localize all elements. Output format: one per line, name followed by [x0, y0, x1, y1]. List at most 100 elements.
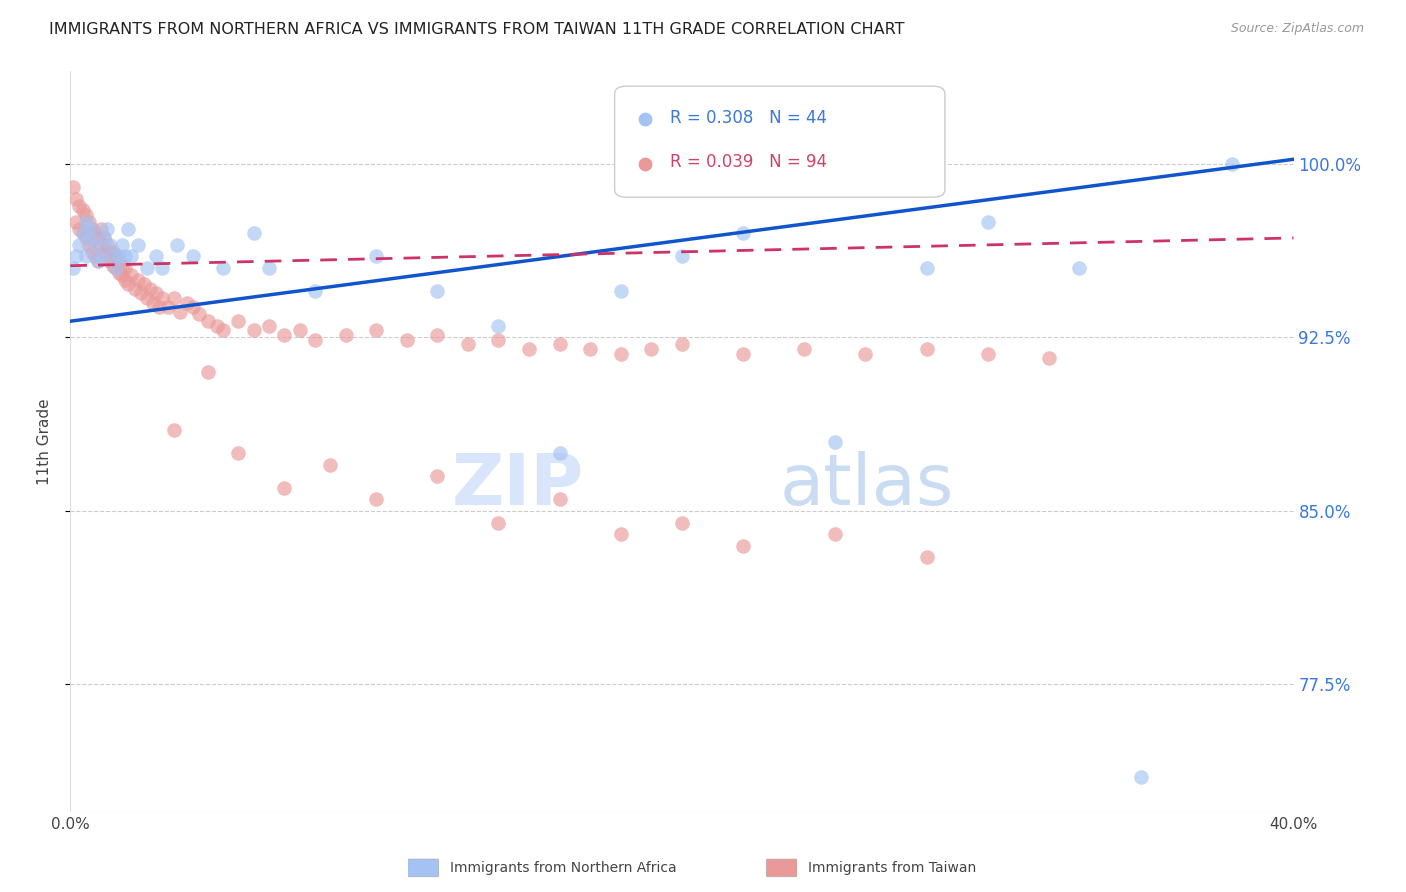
Point	[915, 550, 938, 565]
Point	[426, 284, 449, 298]
Point	[915, 342, 938, 356]
Point	[1222, 157, 1244, 171]
Point	[212, 323, 235, 337]
Point	[228, 314, 250, 328]
Point	[977, 346, 1000, 360]
Point	[75, 208, 97, 222]
Point	[205, 318, 228, 333]
Point	[1069, 260, 1091, 275]
Point	[548, 492, 571, 507]
Point	[187, 307, 209, 321]
Point	[166, 238, 188, 252]
Point	[395, 333, 418, 347]
Point	[90, 238, 112, 252]
Point	[98, 238, 121, 252]
Point	[150, 291, 173, 305]
Point	[426, 469, 449, 483]
Point	[105, 260, 128, 275]
Point	[488, 516, 510, 530]
Point	[132, 277, 155, 292]
Point	[145, 250, 167, 264]
Point	[101, 250, 124, 264]
Point	[111, 268, 134, 282]
Point	[548, 337, 571, 351]
Point	[87, 231, 110, 245]
Point	[139, 282, 162, 296]
Point	[96, 238, 118, 252]
Point	[366, 250, 388, 264]
Point	[157, 301, 180, 315]
Point	[824, 527, 846, 541]
Point	[105, 260, 128, 275]
Point	[457, 337, 479, 351]
Point	[127, 272, 149, 286]
Point	[517, 342, 540, 356]
Point	[142, 295, 165, 310]
Point	[72, 227, 94, 241]
Point	[488, 318, 510, 333]
Point	[335, 328, 357, 343]
Text: R = 0.039   N = 94: R = 0.039 N = 94	[669, 153, 827, 171]
Point	[610, 346, 633, 360]
Point	[93, 231, 115, 245]
Point	[90, 250, 112, 264]
Point	[127, 238, 149, 252]
Point	[212, 260, 235, 275]
Point	[304, 284, 326, 298]
Point	[96, 250, 118, 264]
Point	[163, 291, 186, 305]
Point	[610, 284, 633, 298]
Point	[977, 215, 1000, 229]
Point	[121, 250, 143, 264]
Point	[117, 277, 139, 292]
Point	[98, 244, 121, 259]
Point	[72, 203, 94, 218]
Point	[671, 516, 693, 530]
Point	[114, 272, 136, 286]
Point	[72, 227, 94, 241]
Point	[77, 238, 100, 252]
Text: Source: ZipAtlas.com: Source: ZipAtlas.com	[1230, 22, 1364, 36]
Point	[80, 221, 103, 235]
Point	[121, 268, 143, 282]
Point	[243, 323, 266, 337]
Point	[793, 342, 815, 356]
Point	[117, 221, 139, 235]
Point	[83, 227, 105, 241]
Point	[145, 286, 167, 301]
Y-axis label: 11th Grade: 11th Grade	[37, 398, 52, 485]
Point	[96, 221, 118, 235]
Point	[150, 260, 173, 275]
Point	[181, 301, 204, 315]
Point	[87, 254, 110, 268]
Point	[304, 333, 326, 347]
Point	[671, 250, 693, 264]
Point	[169, 305, 191, 319]
Point	[105, 250, 128, 264]
Point	[273, 481, 295, 495]
Point	[733, 539, 755, 553]
Point	[181, 250, 204, 264]
FancyBboxPatch shape	[614, 87, 945, 197]
Point	[77, 231, 100, 245]
Point	[257, 318, 280, 333]
Point	[288, 323, 311, 337]
Text: atlas: atlas	[780, 451, 955, 520]
Point	[77, 215, 100, 229]
Point	[69, 238, 91, 252]
Point	[243, 227, 266, 241]
Point	[1129, 770, 1152, 784]
Point	[176, 295, 198, 310]
Point	[366, 492, 388, 507]
Point	[62, 260, 84, 275]
Point	[197, 365, 219, 379]
Point	[83, 238, 105, 252]
Point	[273, 328, 295, 343]
Point	[640, 342, 662, 356]
Point	[108, 254, 131, 268]
Text: ZIP: ZIP	[451, 451, 583, 520]
Point	[111, 259, 134, 273]
Point	[135, 291, 157, 305]
Point	[163, 423, 186, 437]
Point	[93, 244, 115, 259]
